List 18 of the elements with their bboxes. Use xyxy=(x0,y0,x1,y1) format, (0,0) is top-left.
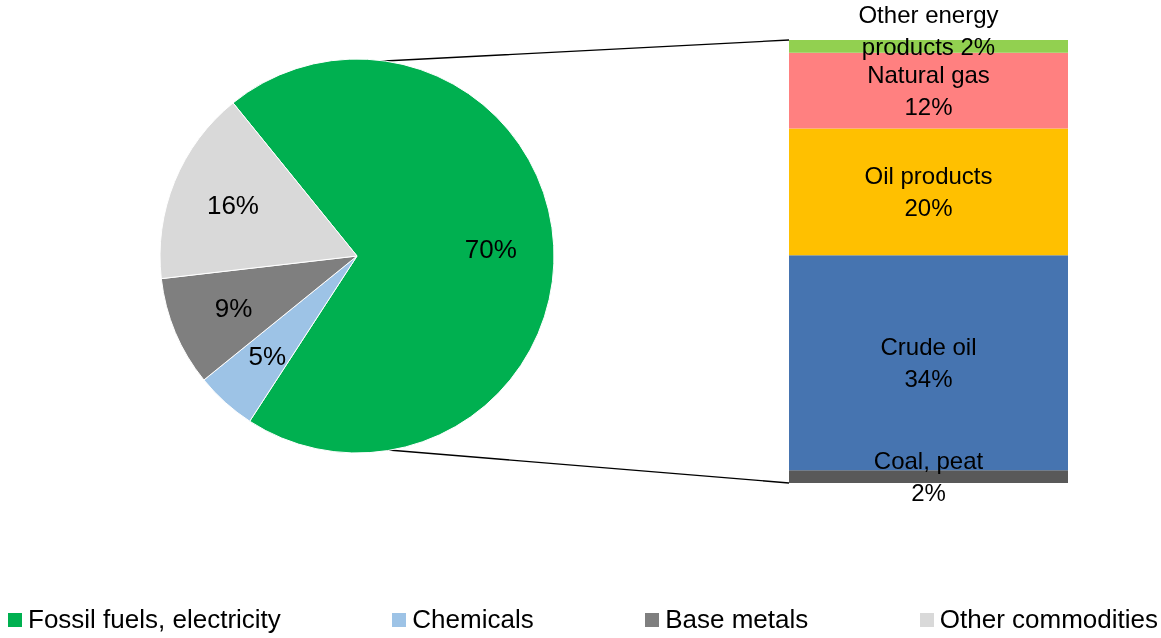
series-label: Coal, peat xyxy=(873,447,984,475)
data-label: 20% xyxy=(904,194,953,222)
text: Other energy products 2% xyxy=(858,0,999,60)
data-label: 9% xyxy=(214,292,253,323)
legend-label: Other commodities xyxy=(939,604,1158,635)
legend-label: Fossil fuels, electricity xyxy=(28,604,281,635)
data-label: 12% xyxy=(904,93,953,121)
data-label: 2% xyxy=(911,479,946,507)
series-label: Natural gas xyxy=(867,61,990,89)
bar xyxy=(789,128,1068,256)
data-label: 70% xyxy=(464,233,517,264)
series-label: Oil products xyxy=(864,162,993,190)
legend-label: Base metals xyxy=(665,604,809,635)
data-label: 5% xyxy=(248,340,287,371)
data-label: 16% xyxy=(206,190,259,221)
series-label: Crude oil xyxy=(880,333,977,361)
data-label: 34% xyxy=(904,365,953,393)
legend-label: Chemicals xyxy=(412,604,534,635)
